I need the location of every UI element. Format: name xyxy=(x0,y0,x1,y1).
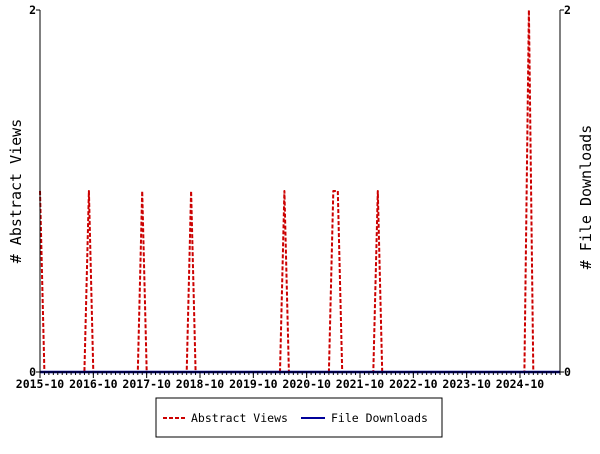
y-axis-title-left: # Abstract Views xyxy=(7,119,25,264)
x-tick-label: 2016-10 xyxy=(69,377,118,391)
x-tick-label: 2019-10 xyxy=(229,377,278,391)
x-tick-label: 2022-10 xyxy=(389,377,438,391)
x-tick-label: 2024-10 xyxy=(496,377,545,391)
y-left-tick-label: 0 xyxy=(29,365,36,379)
y-left-tick-label: 2 xyxy=(29,3,36,17)
legend-label-file-downloads: File Downloads xyxy=(331,411,428,425)
x-tick-label: 2015-10 xyxy=(16,377,65,391)
x-tick-label: 2020-10 xyxy=(282,377,331,391)
legend: Abstract Views File Downloads xyxy=(155,397,443,438)
plot-layer xyxy=(39,9,560,374)
axes-layer: 2015-10 2016-10 2017-10 2018-10 2019-10 2020-… xyxy=(16,3,571,391)
series-line-abstract-views xyxy=(39,9,535,373)
x-tick-label: 2018-10 xyxy=(176,377,225,391)
y-right-tick-label: 2 xyxy=(564,3,571,17)
legend-box xyxy=(155,397,443,438)
x-tick-label: 2021-10 xyxy=(336,377,385,391)
x-tick-label: 2023-10 xyxy=(442,377,491,391)
y-axis-title-right: # File Downloads xyxy=(577,125,595,270)
y-right-tick-label: 0 xyxy=(564,365,571,379)
legend-label-abstract-views: Abstract Views xyxy=(191,411,288,425)
x-tick-label: 2017-10 xyxy=(122,377,171,391)
